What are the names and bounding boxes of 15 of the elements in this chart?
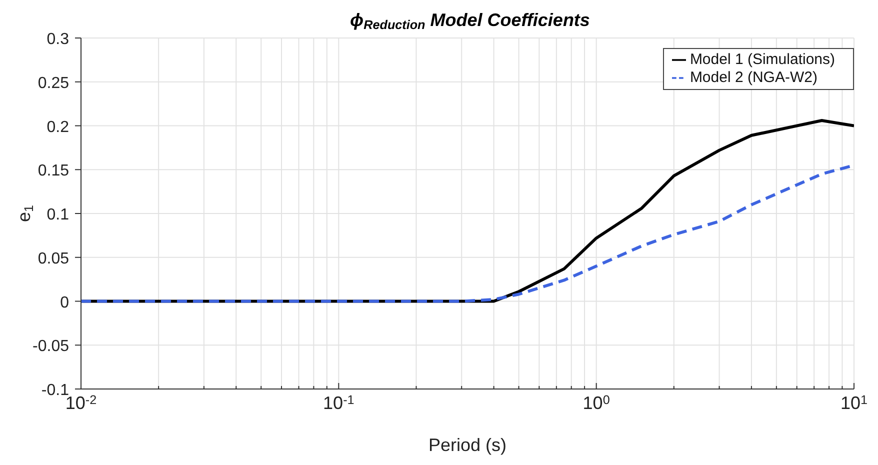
y-tick-label: 0.2	[46, 118, 70, 136]
y-tick-label: 0.1	[46, 206, 70, 224]
y-tick-label: -0.05	[32, 338, 70, 356]
y-tick-label: 0.15	[38, 162, 70, 180]
legend-label: Model 2 (NGA-W2)	[690, 69, 818, 86]
y-tick-label: 0.3	[46, 31, 70, 48]
chart-title: ϕ$_{Reduction}$ Model Coefficients	[350, 10, 590, 32]
x-tick-label: 10$^{-1}$	[323, 392, 354, 413]
y-tick-label: 0.25	[38, 74, 70, 92]
x-axis-title: Period (s)	[428, 435, 507, 455]
legend-label: Model 1 (Simulations)	[690, 51, 835, 68]
y-tick-label: 0.05	[38, 250, 70, 268]
y-tick-label: 0	[60, 294, 70, 312]
x-tick-label: 10$^{1}$	[840, 392, 868, 413]
x-tick-label: 10$^{0}$	[582, 392, 610, 413]
